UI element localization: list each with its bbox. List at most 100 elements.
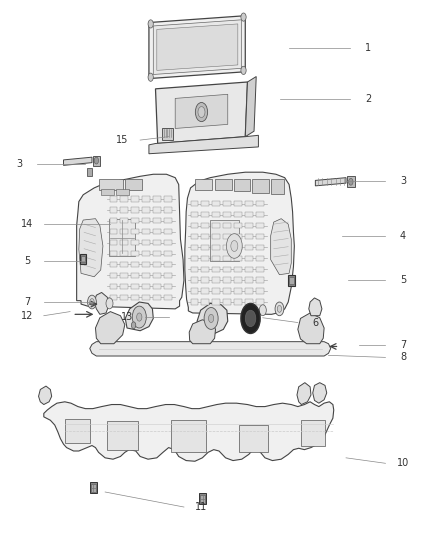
Polygon shape [149, 15, 245, 78]
Bar [256, 266, 264, 272]
Bar [142, 229, 150, 235]
Polygon shape [245, 77, 256, 136]
Bar [131, 262, 139, 267]
Bar [256, 245, 264, 250]
Bar [153, 284, 161, 289]
Bar [212, 278, 220, 283]
Bar [234, 201, 242, 206]
Bar [245, 201, 253, 206]
Bar [131, 229, 139, 235]
Bar [153, 273, 161, 278]
Bar [245, 212, 253, 217]
Bar [91, 484, 96, 492]
Bar [234, 300, 242, 305]
Polygon shape [153, 20, 241, 75]
Bar [116, 189, 129, 196]
Bar [125, 179, 142, 190]
Bar [162, 128, 173, 140]
Bar [245, 223, 253, 228]
Bar [191, 212, 198, 217]
Bar [191, 201, 198, 206]
Bar [223, 223, 231, 228]
Bar [245, 255, 253, 261]
Bar [191, 266, 198, 272]
Bar [164, 273, 172, 278]
Bar [223, 255, 231, 261]
Bar [223, 300, 231, 305]
Bar [234, 212, 242, 217]
Bar [164, 251, 172, 256]
Circle shape [241, 13, 246, 21]
Bar [245, 233, 253, 239]
Polygon shape [95, 312, 125, 344]
Bar [110, 196, 117, 201]
Bar [110, 262, 117, 267]
Polygon shape [79, 219, 103, 277]
Bar [101, 189, 114, 196]
Polygon shape [185, 172, 294, 314]
Bar [153, 207, 161, 213]
Bar [234, 266, 242, 272]
Bar [301, 419, 325, 446]
Bar [210, 220, 239, 261]
Bar [164, 229, 172, 235]
Bar [120, 284, 128, 289]
Text: 10: 10 [397, 458, 409, 469]
Bar [201, 278, 209, 283]
Text: 7: 7 [24, 297, 30, 307]
Bar [289, 277, 294, 284]
Bar [110, 240, 117, 245]
Bar [120, 262, 128, 267]
Bar [191, 300, 198, 305]
Bar [110, 229, 117, 235]
Polygon shape [77, 174, 184, 309]
Bar [131, 196, 139, 201]
Bar [234, 278, 242, 283]
Text: 3: 3 [17, 159, 23, 169]
Bar [120, 229, 128, 235]
Bar [110, 284, 117, 289]
Bar [234, 179, 250, 191]
Bar [164, 207, 172, 213]
Polygon shape [175, 94, 228, 128]
Bar [223, 278, 231, 283]
Circle shape [226, 233, 242, 259]
Bar [201, 255, 209, 261]
Polygon shape [39, 386, 52, 405]
Bar [110, 218, 117, 223]
Bar [164, 284, 172, 289]
Polygon shape [313, 383, 327, 403]
Bar [120, 251, 128, 256]
Text: 13: 13 [121, 312, 133, 322]
Bar [131, 295, 139, 300]
Bar [142, 273, 150, 278]
Bar [164, 295, 172, 300]
Circle shape [137, 313, 142, 321]
Bar [120, 207, 128, 213]
Bar [212, 201, 220, 206]
Polygon shape [64, 157, 92, 165]
Polygon shape [271, 219, 291, 274]
Bar [191, 255, 198, 261]
Circle shape [88, 295, 96, 309]
Circle shape [90, 298, 94, 305]
Bar [142, 284, 150, 289]
Circle shape [208, 314, 214, 322]
Bar [142, 218, 150, 223]
Bar [201, 288, 209, 294]
Bar [153, 218, 161, 223]
Circle shape [277, 305, 282, 312]
Text: 14: 14 [21, 219, 33, 229]
Bar [153, 240, 161, 245]
Bar [120, 196, 128, 201]
Bar [212, 300, 220, 305]
Circle shape [245, 310, 256, 327]
Bar [107, 421, 138, 450]
Polygon shape [157, 24, 238, 70]
Bar [131, 240, 139, 245]
Text: 7: 7 [400, 340, 406, 350]
Bar [120, 295, 128, 300]
Bar [93, 157, 100, 166]
Bar [223, 233, 231, 239]
Text: 11: 11 [195, 502, 208, 512]
